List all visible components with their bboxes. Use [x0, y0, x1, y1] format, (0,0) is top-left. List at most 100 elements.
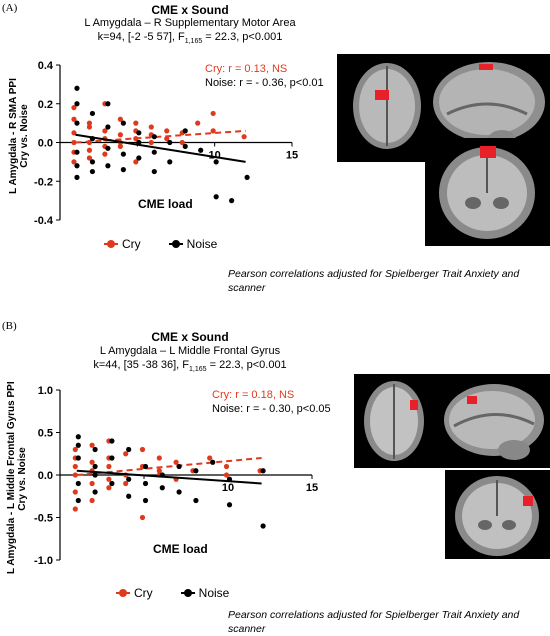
y-tick-label: 0.2 — [38, 99, 53, 111]
legend: Cry Noise — [104, 237, 217, 251]
panel-a: (A) CME x Sound L Amygdala – R Supplemen… — [0, 0, 550, 300]
cry-point — [133, 159, 139, 165]
noise-point — [75, 434, 81, 440]
footnote: Pearson correlations adjusted for Spielb… — [228, 268, 520, 294]
chart-title: CME x Sound — [151, 330, 229, 344]
cry-point — [72, 489, 78, 495]
noise-point — [260, 523, 266, 529]
noise-point — [213, 194, 219, 200]
noise-point — [105, 124, 111, 130]
y-tick-label: -0.5 — [34, 513, 53, 525]
cry-point — [139, 514, 146, 521]
panel-label: (B) — [2, 320, 17, 332]
noise-point — [198, 147, 204, 153]
footnote: Pearson correlations adjusted for Spielb… — [228, 609, 520, 635]
cry-point — [123, 480, 129, 487]
cry-point — [139, 446, 146, 453]
legend: Cry Noise — [116, 586, 229, 600]
cry-point — [173, 459, 179, 465]
legend-noise-label: Noise — [186, 237, 218, 251]
cry-point — [89, 497, 95, 504]
noise-point — [74, 163, 80, 169]
cry-point — [195, 120, 201, 126]
noise-point — [120, 151, 126, 157]
noise-point — [126, 446, 132, 453]
y-tick-label: 0.5 — [38, 428, 53, 440]
legend-noise-marker — [180, 589, 195, 597]
cry-point — [210, 110, 216, 117]
cry-point — [72, 472, 78, 478]
noise-fit-line — [75, 133, 246, 163]
y-tick-label: 0.0 — [38, 138, 53, 150]
noise-point — [167, 139, 173, 146]
noise-point — [142, 497, 149, 504]
x-axis-label: CME load — [138, 197, 193, 211]
noise-point — [151, 168, 157, 175]
noise-point — [260, 468, 266, 474]
legend-cry-label: Cry — [122, 237, 141, 251]
noise-point — [109, 455, 115, 461]
noise-point — [120, 120, 126, 126]
cry-point — [72, 446, 78, 453]
y-axis-label: L Amygdala - R SMA PPI Cry vs. Noise — [8, 78, 30, 194]
noise-point — [159, 485, 165, 491]
cry-point — [71, 139, 77, 146]
cry-point — [106, 463, 112, 470]
noise-point — [75, 480, 81, 487]
cry-point — [89, 459, 95, 465]
cry-point — [156, 468, 162, 474]
brain-image-axial-sagittal — [354, 374, 550, 468]
cry-point — [86, 147, 93, 153]
noise-point — [213, 159, 219, 165]
cry-point — [89, 480, 95, 487]
cry-point — [210, 128, 216, 134]
chart-stats: k=94, [-2 -5 57], F1,165 = 22.3, p<0.001 — [97, 31, 283, 46]
cry-point — [71, 159, 77, 165]
cry-point — [102, 128, 108, 134]
noise-point — [142, 480, 149, 487]
scatter-chart-b: -1.0 -0.5 0.0 0.5 1.0 10 15 — [34, 385, 318, 567]
cry-stat: Cry: r = 0.13, NS — [205, 63, 288, 75]
cry-point — [148, 124, 154, 130]
noise-point — [229, 198, 235, 204]
cry-point — [86, 124, 93, 130]
noise-point — [176, 463, 182, 470]
cry-point — [117, 116, 123, 122]
noise-point — [75, 455, 81, 461]
cry-point — [123, 451, 129, 457]
cry-point — [223, 463, 230, 470]
noise-point — [126, 476, 132, 482]
scatter-chart-a: -0.4 -0.2 0.0 0.2 0.4 10 15 — [34, 60, 298, 227]
cry-point — [89, 442, 95, 448]
brain-image-coronal — [445, 470, 550, 559]
noise-point — [74, 85, 80, 91]
legend-noise-label: Noise — [198, 586, 230, 600]
x-tick-label: 10 — [222, 482, 234, 494]
panel-label: (A) — [2, 2, 18, 14]
correlation-stats: Cry: r = 0.13, NS Noise: r = - 0.36, p<0… — [205, 62, 324, 90]
chart-stats: k=44, [35 -38 36], F1,165 = 22.3, p<0.00… — [93, 359, 287, 374]
noise-point — [92, 446, 98, 453]
cry-point — [72, 506, 78, 512]
cry-point — [223, 472, 230, 478]
noise-point — [193, 468, 199, 474]
noise-point — [151, 134, 157, 140]
noise-point — [92, 463, 98, 470]
noise-point — [210, 459, 216, 465]
noise-stat: Noise: r = - 0.36, p<0.01 — [205, 77, 324, 89]
noise-point — [136, 155, 142, 161]
noise-point — [74, 120, 80, 126]
cry-point — [133, 120, 139, 126]
cry-point — [71, 105, 77, 111]
y-tick-label: -1.0 — [34, 555, 53, 567]
cry-point — [164, 128, 170, 134]
x-tick-label: 15 — [306, 482, 318, 494]
brain-image-coronal — [425, 138, 550, 246]
cry-point — [106, 476, 112, 482]
noise-point — [75, 497, 81, 504]
cry-point — [102, 151, 108, 157]
noise-stat: Noise: r = - 0.30, p<0.05 — [212, 403, 331, 415]
noise-point — [74, 174, 80, 180]
noise-point — [74, 149, 80, 155]
chart-subtitle: L Amygdala – R Supplementary Motor Area — [84, 17, 296, 29]
